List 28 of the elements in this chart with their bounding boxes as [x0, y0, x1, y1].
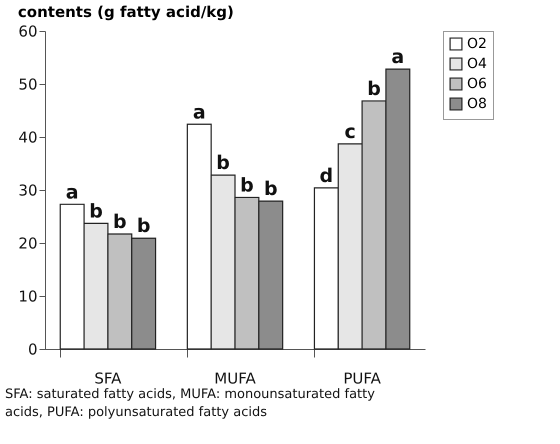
data-label: b — [113, 210, 127, 233]
y-tick-label: 40 — [18, 128, 38, 146]
data-label: b — [89, 200, 103, 222]
data-label: a — [192, 101, 206, 124]
legend-label: O2 — [467, 36, 487, 52]
chart-title: contents (g fatty acid/kg) — [18, 3, 234, 21]
x-tick-label: PUFA — [343, 370, 382, 388]
y-tick-label: 30 — [18, 182, 38, 200]
data-label: c — [344, 120, 356, 143]
y-tick-label: 0 — [28, 340, 38, 358]
y-tick-label: 20 — [18, 234, 38, 252]
y-tick-label: 10 — [18, 288, 38, 306]
legend-label: O4 — [467, 56, 488, 72]
data-label: b — [216, 152, 230, 174]
y-tick-label: 60 — [18, 22, 38, 40]
data-label: d — [320, 164, 334, 187]
data-label: a — [391, 46, 404, 68]
data-label: b — [367, 78, 381, 100]
text: SFA: saturated fatty acids, MUFA: monounsaturated fatty acids, PUFA: polyunsaturated fatty acids — [5, 387, 376, 420]
legend-label: O8 — [467, 96, 487, 112]
data-label: b — [264, 178, 278, 200]
data-label: b — [136, 215, 150, 238]
data-label: b — [240, 174, 254, 196]
legend-label: O6 — [467, 76, 488, 92]
x-tick-label: MUFA — [214, 370, 256, 388]
x-tick-label: SFA — [94, 370, 122, 388]
data-label: a — [66, 181, 79, 204]
y-tick-label: 50 — [18, 76, 38, 94]
